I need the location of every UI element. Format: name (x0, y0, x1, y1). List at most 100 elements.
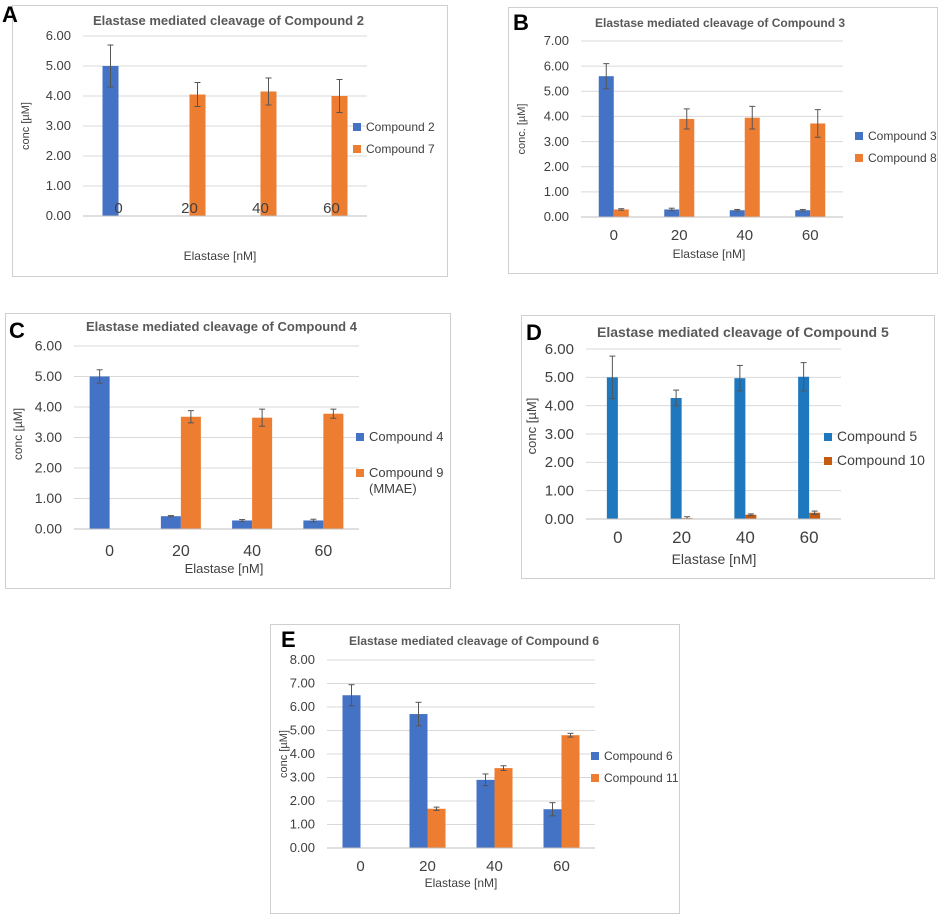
x-tick-label: 40 (736, 227, 753, 244)
panel-letter: A (2, 2, 18, 27)
bar (427, 808, 446, 848)
bar (409, 714, 428, 848)
panel-d: D Elastase mediated cleavage of Compound… (521, 315, 935, 579)
panel-letter: C (9, 318, 25, 343)
legend-label: Compound 8 (868, 151, 937, 165)
y-tick-label: 5.00 (46, 58, 71, 73)
bar (494, 768, 513, 848)
x-tick-label: 60 (314, 543, 332, 560)
x-tick-label: 20 (181, 200, 198, 217)
bar (798, 376, 810, 519)
panel-e: E Elastase mediated cleavage of Compound… (270, 624, 680, 914)
x-tick-label: 0 (356, 858, 364, 875)
panel-letter: B (513, 10, 529, 35)
x-tick-label: 20 (672, 528, 691, 547)
chart-title: Elastase mediated cleavage of Compound 6 (349, 634, 599, 648)
chart-b: Elastase mediated cleavage of Compound 3… (516, 16, 937, 261)
legend-swatch (824, 457, 832, 465)
bar (260, 91, 277, 216)
bar (331, 96, 348, 216)
y-tick-label: 3.00 (35, 429, 62, 445)
x-tick-label: 40 (243, 543, 261, 560)
legend-swatch (591, 774, 599, 782)
y-tick-label: 3.00 (46, 118, 71, 133)
x-tick-label: 0 (105, 543, 114, 560)
bar (729, 210, 745, 217)
x-tick-label: 60 (800, 528, 819, 547)
y-tick-label: 3.00 (290, 770, 315, 785)
legend-label: Compound 6 (604, 749, 673, 763)
x-tick-label: 20 (671, 227, 688, 244)
bar (598, 76, 614, 217)
y-tick-label: 2.00 (46, 148, 71, 163)
bar (323, 413, 344, 529)
y-tick-label: 6.00 (544, 58, 569, 73)
bar (745, 514, 757, 519)
y-tick-label: 5.00 (290, 723, 315, 738)
panel-letter: D (526, 320, 542, 345)
chart-d: Elastase mediated cleavage of Compound 5… (524, 324, 925, 567)
legend-label: Compound 2 (366, 120, 435, 134)
y-tick-label: 2.00 (545, 454, 574, 471)
y-tick-label: 4.00 (545, 398, 574, 415)
bar (670, 398, 682, 519)
chart-title: Elastase mediated cleavage of Compound 2 (93, 13, 364, 28)
y-tick-label: 0.00 (35, 521, 62, 537)
x-tick-label: 60 (323, 200, 340, 217)
legend-swatch (824, 433, 832, 441)
panel-a: A Elastase mediated cleavage of Compound… (2, 2, 448, 277)
y-tick-label: 4.00 (46, 88, 71, 103)
legend-swatch (356, 433, 364, 441)
bar (189, 94, 206, 216)
bar (561, 735, 580, 848)
y-tick-label: 2.00 (544, 159, 569, 174)
x-tick-label: 0 (613, 528, 622, 547)
legend-label: Compound 11 (604, 771, 679, 785)
bar (679, 118, 695, 217)
bar (303, 520, 324, 529)
y-tick-label: 1.00 (545, 483, 574, 500)
legend-label: Compound 3 (868, 129, 937, 143)
bar (606, 377, 618, 519)
y-tick-label: 1.00 (544, 184, 569, 199)
chart-a: Elastase mediated cleavage of Compound 2… (20, 13, 435, 263)
bar (160, 516, 181, 529)
x-axis-label: Elastase [nM] (672, 551, 757, 567)
legend-swatch (855, 132, 863, 140)
x-tick-label: 0 (610, 227, 618, 244)
legend-label: Compound 10 (837, 452, 925, 468)
y-tick-label: 0.00 (545, 511, 574, 528)
x-axis-label: Elastase [nM] (425, 876, 498, 890)
y-tick-label: 3.00 (545, 426, 574, 443)
bar (180, 416, 201, 529)
panel-letter: E (281, 627, 296, 652)
bar (342, 695, 361, 848)
chart-title: Elastase mediated cleavage of Compound 4 (86, 319, 358, 334)
chart-c: Elastase mediated cleavage of Compound 4… (11, 319, 443, 576)
y-tick-label: 5.00 (544, 83, 569, 98)
y-tick-label: 6.00 (46, 28, 71, 43)
x-axis-label: Elastase [nM] (673, 247, 746, 261)
x-tick-label: 0 (114, 200, 122, 217)
legend-swatch (591, 752, 599, 760)
chart-title: Elastase mediated cleavage of Compound 3 (595, 16, 845, 30)
legend-swatch (855, 154, 863, 162)
y-axis-label: conc [µM] (20, 102, 32, 150)
bar (795, 210, 811, 217)
bar (810, 123, 826, 217)
bar (734, 378, 746, 519)
bar (89, 376, 110, 529)
y-tick-label: 3.00 (544, 134, 569, 149)
y-tick-label: 2.00 (35, 460, 62, 476)
legend-swatch (353, 145, 361, 153)
legend-label: Compound 5 (837, 428, 917, 444)
legend-label: Compound 4 (369, 429, 443, 444)
y-tick-label: 4.00 (35, 399, 62, 415)
y-tick-label: 0.00 (544, 209, 569, 224)
legend-swatch (353, 123, 361, 131)
y-axis-label: conc [µM] (278, 730, 290, 778)
legend-label: Compound 9 (MMAE) (369, 465, 443, 496)
bar (476, 779, 495, 848)
y-tick-label: 1.00 (35, 490, 62, 506)
panel-c: C Elastase mediated cleavage of Compound… (5, 313, 451, 589)
